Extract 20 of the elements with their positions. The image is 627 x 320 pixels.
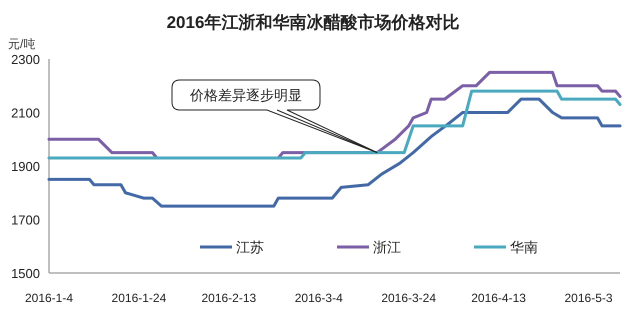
legend-label: 江苏 [236,239,264,255]
x-tick-label: 2016-1-24 [112,291,167,305]
y-tick-label: 1500 [11,266,40,281]
y-tick-label: 2300 [11,52,40,67]
x-tick-label: 2016-4-13 [471,291,526,305]
x-tick-label: 2016-3-4 [294,291,344,305]
chart-title: 2016年江浙和华南冰醋酸市场价格对比 [166,13,460,32]
y-tick-label: 2100 [11,106,40,120]
x-tick-label: 2016-3-24 [381,291,436,305]
x-tick-label: 2016-2-13 [201,291,257,305]
y-tick-label: 1700 [11,212,40,228]
x-tick-label: 2016-1-4 [24,291,74,305]
y-axis-title: 元/吨 [8,37,36,51]
legend-label: 浙江 [373,239,401,255]
annotation: 价格差异逐步明显 [189,87,302,103]
legend-label: 华南 [510,239,538,255]
line-series [48,90,622,160]
callout: 价格差异逐步明显 [172,80,378,154]
y-tick-label: 1900 [11,159,40,174]
x-tick-label: 2016-5-3 [564,291,613,305]
